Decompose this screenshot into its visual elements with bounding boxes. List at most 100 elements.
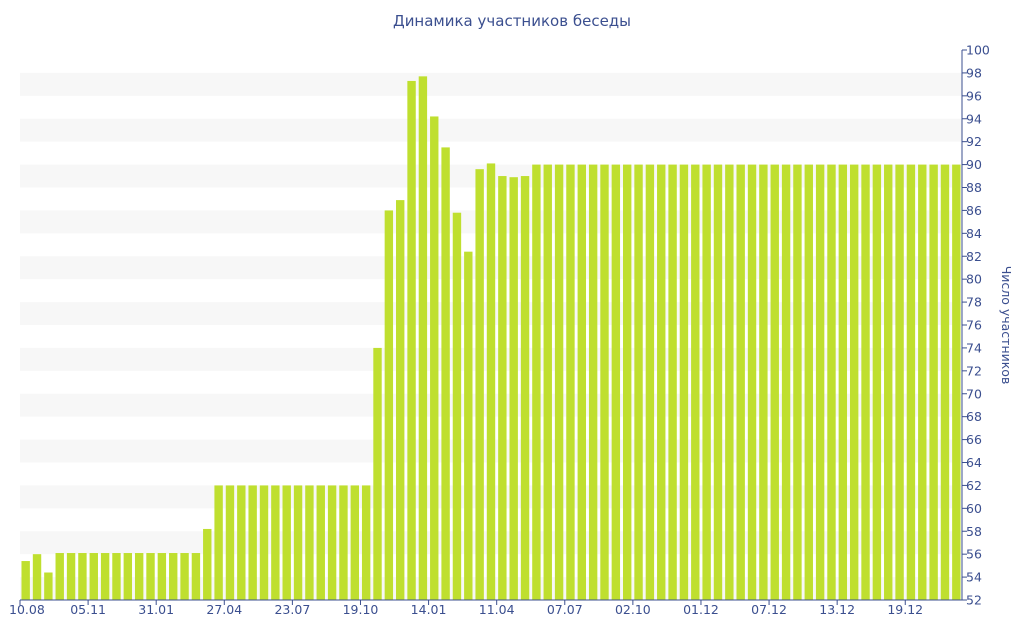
y-tick-label: 88 bbox=[966, 180, 982, 195]
y-tick-label: 72 bbox=[966, 363, 982, 378]
x-tick-label: 01.12 bbox=[683, 602, 719, 617]
bar bbox=[373, 347, 382, 600]
x-tick-label: 23.07 bbox=[274, 602, 310, 617]
y-tick-label: 92 bbox=[966, 134, 982, 149]
bar bbox=[554, 164, 564, 601]
bar bbox=[441, 147, 450, 601]
bar bbox=[475, 169, 484, 600]
y-axis-ticks: 52 54 56 58 60 62 64 66 68 70 72 74 76 78 80 82 84 86 88 90… bbox=[962, 43, 990, 608]
bar bbox=[611, 164, 621, 601]
x-tick-label: 02.10 bbox=[615, 602, 651, 617]
bar bbox=[237, 485, 246, 600]
bar-series bbox=[21, 76, 961, 601]
bar bbox=[838, 164, 848, 601]
bar bbox=[169, 553, 178, 600]
y-tick-label: 100 bbox=[966, 43, 990, 58]
y-tick-label: 74 bbox=[966, 340, 982, 355]
bar bbox=[203, 528, 212, 600]
bar bbox=[282, 485, 291, 600]
y-tick-label: 70 bbox=[966, 386, 982, 401]
x-tick-label: 07.07 bbox=[547, 602, 583, 617]
bar bbox=[430, 116, 439, 600]
bar bbox=[588, 164, 598, 601]
bar bbox=[815, 164, 825, 601]
bar bbox=[736, 164, 745, 601]
x-tick-label: 14.01 bbox=[411, 602, 447, 617]
bar bbox=[396, 200, 405, 600]
y-tick-label: 90 bbox=[966, 157, 982, 172]
bar bbox=[759, 164, 768, 601]
bar bbox=[509, 177, 518, 600]
x-tick-label: 13.12 bbox=[819, 602, 855, 617]
bar bbox=[827, 164, 836, 601]
bar bbox=[600, 164, 609, 601]
grid-band bbox=[20, 72, 962, 96]
bar bbox=[679, 164, 689, 601]
bar bbox=[770, 164, 779, 601]
bar bbox=[259, 485, 269, 600]
bar bbox=[861, 164, 870, 601]
bar bbox=[112, 553, 121, 600]
bar bbox=[225, 485, 235, 600]
y-tick-label: 76 bbox=[966, 318, 982, 333]
x-axis-ticks: 10.08 05.11 31.01 27.04 23.07 19.10 14.01 11.04… bbox=[9, 600, 923, 617]
x-tick-label: 19.10 bbox=[343, 602, 379, 617]
y-tick-label: 56 bbox=[966, 547, 982, 562]
y-axis-title: Число участников bbox=[999, 266, 1014, 385]
x-tick-label: 07.12 bbox=[751, 602, 787, 617]
y-tick-label: 66 bbox=[966, 432, 982, 447]
bar bbox=[293, 485, 303, 600]
grid-band bbox=[20, 118, 962, 142]
bar bbox=[78, 553, 87, 600]
x-tick-label: 05.11 bbox=[70, 602, 106, 617]
y-tick-label: 52 bbox=[966, 593, 982, 608]
bar bbox=[316, 485, 325, 600]
bar bbox=[645, 164, 655, 601]
y-tick-label: 68 bbox=[966, 409, 982, 424]
bar bbox=[32, 554, 42, 600]
bar bbox=[849, 164, 859, 601]
bar bbox=[418, 76, 428, 600]
y-tick-label: 82 bbox=[966, 249, 982, 264]
bar bbox=[952, 164, 961, 601]
y-tick-label: 58 bbox=[966, 524, 982, 539]
chart-title: Динамика участников беседы bbox=[392, 12, 632, 30]
bar bbox=[180, 553, 189, 600]
bar bbox=[781, 164, 791, 601]
bar bbox=[271, 485, 280, 600]
bar bbox=[66, 553, 76, 600]
bar bbox=[872, 164, 882, 601]
y-tick-label: 60 bbox=[966, 501, 982, 516]
bar bbox=[747, 164, 757, 601]
y-tick-label: 80 bbox=[966, 272, 982, 287]
bar bbox=[464, 251, 473, 600]
bar bbox=[657, 164, 666, 601]
bar bbox=[327, 485, 337, 600]
bar bbox=[44, 572, 53, 600]
bar bbox=[498, 176, 507, 600]
bar bbox=[407, 80, 416, 600]
bar bbox=[214, 485, 223, 600]
y-tick-label: 54 bbox=[966, 570, 982, 585]
bar bbox=[702, 164, 711, 601]
bar bbox=[305, 485, 314, 600]
bar bbox=[146, 553, 155, 600]
bar bbox=[918, 164, 927, 601]
bar bbox=[895, 164, 904, 601]
bar bbox=[804, 164, 813, 601]
bar bbox=[906, 164, 916, 601]
bar bbox=[157, 553, 167, 600]
y-tick-label: 62 bbox=[966, 478, 982, 493]
bar bbox=[940, 164, 950, 601]
x-tick-label: 27.04 bbox=[206, 602, 242, 617]
bar bbox=[486, 163, 496, 600]
bar bbox=[884, 164, 893, 601]
y-tick-label: 98 bbox=[966, 65, 982, 80]
y-tick-label: 84 bbox=[966, 226, 982, 241]
bar bbox=[361, 485, 371, 600]
bar bbox=[691, 164, 700, 601]
y-tick-label: 64 bbox=[966, 455, 982, 470]
bar bbox=[725, 164, 734, 601]
bar bbox=[929, 164, 938, 601]
